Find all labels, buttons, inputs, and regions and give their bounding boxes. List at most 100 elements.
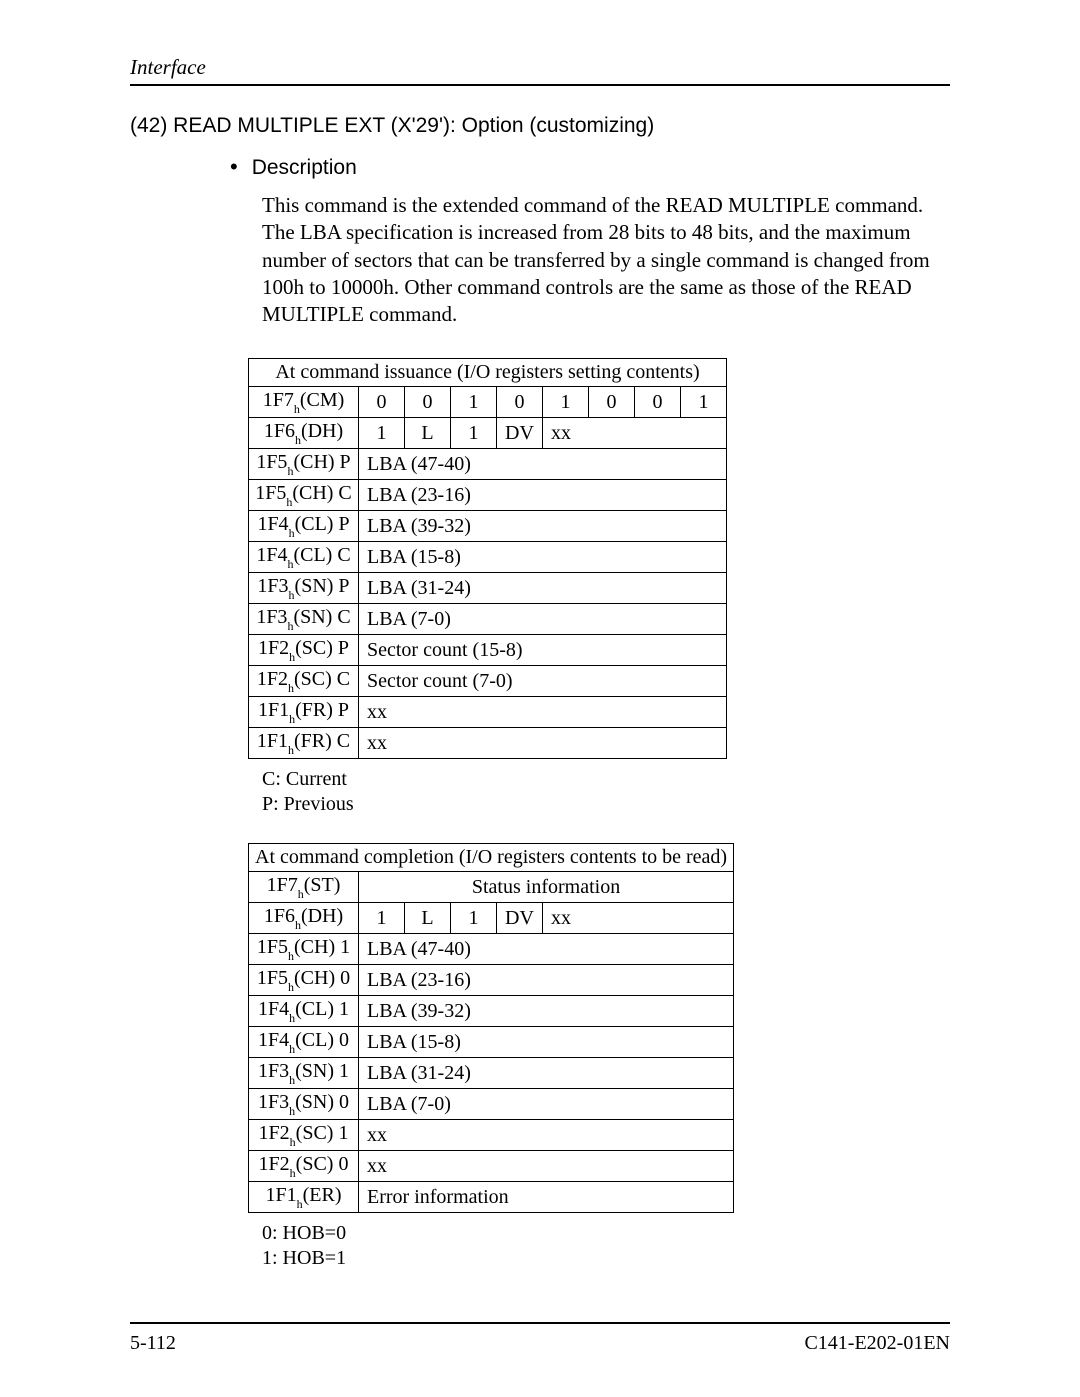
cell: xx xyxy=(359,728,727,759)
cell: LBA (15-8) xyxy=(359,542,727,573)
table-row: 1F6h(DH) 1 L 1 DV xx xyxy=(249,418,727,449)
table-row: 1F7h(CM) 0 0 1 0 1 0 0 1 xyxy=(249,387,727,418)
reg-label: 1F6h(DH) xyxy=(249,903,359,934)
cell: DV xyxy=(497,418,543,449)
bullet-label: Description xyxy=(252,156,357,180)
cell: xx xyxy=(359,1120,734,1151)
table-row: 1F5h(CH) 0LBA (23-16) xyxy=(249,965,734,996)
table-row: 1F5h(CH) PLBA (47-40) xyxy=(249,449,727,480)
reg-label: 1F1h(FR) P xyxy=(249,697,359,728)
cell: L xyxy=(405,903,451,934)
cell: Sector count (7-0) xyxy=(359,666,727,697)
completion-table-wrap: At command completion (I/O registers con… xyxy=(248,843,950,1213)
issuance-table: At command issuance (I/O registers setti… xyxy=(248,358,727,759)
cell: LBA (47-40) xyxy=(359,934,734,965)
cell: xx xyxy=(359,1151,734,1182)
cell: LBA (15-8) xyxy=(359,1027,734,1058)
bit: 1 xyxy=(451,387,497,418)
cell: LBA (23-16) xyxy=(359,480,727,511)
reg-label: 1F5h(CH) 1 xyxy=(249,934,359,965)
completion-note: 0: HOB=0 1: HOB=1 xyxy=(262,1221,950,1271)
table-row: 1F1h(ER)Error information xyxy=(249,1182,734,1213)
table-row: 1F3h(SN) CLBA (7-0) xyxy=(249,604,727,635)
note-line: 1: HOB=1 xyxy=(262,1246,950,1271)
table-row: 1F3h(SN) 0LBA (7-0) xyxy=(249,1089,734,1120)
reg-label: 1F4h(CL) C xyxy=(249,542,359,573)
reg-label: 1F6h(DH) xyxy=(249,418,359,449)
reg-label: 1F2h(SC) 0 xyxy=(249,1151,359,1182)
description-body: This command is the extended command of … xyxy=(262,192,950,328)
table-row: 1F2h(SC) CSector count (7-0) xyxy=(249,666,727,697)
header-title: Interface xyxy=(130,55,206,79)
cell: LBA (47-40) xyxy=(359,449,727,480)
table-row: 1F5h(CH) 1LBA (47-40) xyxy=(249,934,734,965)
table-row: 1F3h(SN) 1LBA (31-24) xyxy=(249,1058,734,1089)
cell: L xyxy=(405,418,451,449)
table-row: 1F4h(CL) PLBA (39-32) xyxy=(249,511,727,542)
completion-table: At command completion (I/O registers con… xyxy=(248,843,734,1213)
cell: Sector count (15-8) xyxy=(359,635,727,666)
table-row: 1F7h(ST) Status information xyxy=(249,872,734,903)
issuance-table-wrap: At command issuance (I/O registers setti… xyxy=(248,358,950,759)
section-heading: (42) READ MULTIPLE EXT (X'29'): Option (… xyxy=(130,114,950,138)
cell: xx xyxy=(543,903,734,934)
cell: LBA (31-24) xyxy=(359,1058,734,1089)
reg-label: 1F4h(CL) P xyxy=(249,511,359,542)
cell: Error information xyxy=(359,1182,734,1213)
reg-label: 1F7h(CM) xyxy=(249,387,359,418)
issuance-title: At command issuance (I/O registers setti… xyxy=(249,359,727,387)
description-bullet: • Description xyxy=(230,156,950,180)
bit: 0 xyxy=(497,387,543,418)
table-row: 1F6h(DH) 1 L 1 DV xx xyxy=(249,903,734,934)
note-line: C: Current xyxy=(262,767,950,792)
table-row: 1F2h(SC) 1xx xyxy=(249,1120,734,1151)
reg-label: 1F2h(SC) 1 xyxy=(249,1120,359,1151)
cell: LBA (31-24) xyxy=(359,573,727,604)
cell: DV xyxy=(497,903,543,934)
table-row: 1F4h(CL) 0LBA (15-8) xyxy=(249,1027,734,1058)
doc-id: C141-E202-01EN xyxy=(804,1332,950,1355)
page-footer: 5-112 C141-E202-01EN xyxy=(130,1322,950,1355)
table-row: 1F3h(SN) PLBA (31-24) xyxy=(249,573,727,604)
cell: LBA (39-32) xyxy=(359,996,734,1027)
issuance-note: C: Current P: Previous xyxy=(262,767,950,817)
reg-label: 1F4h(CL) 0 xyxy=(249,1027,359,1058)
reg-label: 1F1h(FR) C xyxy=(249,728,359,759)
note-line: 0: HOB=0 xyxy=(262,1221,950,1246)
page: Interface (42) READ MULTIPLE EXT (X'29')… xyxy=(0,0,1080,1397)
note-line: P: Previous xyxy=(262,792,950,817)
reg-label: 1F2h(SC) P xyxy=(249,635,359,666)
header-rule xyxy=(130,84,950,86)
reg-label: 1F5h(CH) 0 xyxy=(249,965,359,996)
reg-label: 1F3h(SN) 0 xyxy=(249,1089,359,1120)
table-row: 1F2h(SC) 0xx xyxy=(249,1151,734,1182)
table-row: 1F1h(FR) Cxx xyxy=(249,728,727,759)
page-header: Interface xyxy=(130,55,950,80)
cell: LBA (7-0) xyxy=(359,1089,734,1120)
cell: 1 xyxy=(451,418,497,449)
footer-rule xyxy=(130,1322,950,1324)
cell: Status information xyxy=(359,872,734,903)
reg-label: 1F4h(CL) 1 xyxy=(249,996,359,1027)
reg-label: 1F3h(SN) C xyxy=(249,604,359,635)
table-row: 1F4h(CL) 1LBA (39-32) xyxy=(249,996,734,1027)
page-number: 5-112 xyxy=(130,1332,176,1355)
reg-label: 1F1h(ER) xyxy=(249,1182,359,1213)
table-row: 1F5h(CH) CLBA (23-16) xyxy=(249,480,727,511)
bullet-icon: • xyxy=(230,156,238,178)
table-row: 1F2h(SC) PSector count (15-8) xyxy=(249,635,727,666)
bit: 0 xyxy=(635,387,681,418)
bit: 0 xyxy=(589,387,635,418)
cell: 1 xyxy=(451,903,497,934)
cell: LBA (23-16) xyxy=(359,965,734,996)
reg-label: 1F3h(SN) 1 xyxy=(249,1058,359,1089)
reg-label: 1F3h(SN) P xyxy=(249,573,359,604)
cell: 1 xyxy=(359,418,405,449)
reg-label: 1F5h(CH) P xyxy=(249,449,359,480)
cell: 1 xyxy=(359,903,405,934)
cell: xx xyxy=(359,697,727,728)
cell: xx xyxy=(543,418,727,449)
cell: LBA (7-0) xyxy=(359,604,727,635)
bit: 1 xyxy=(681,387,727,418)
completion-title: At command completion (I/O registers con… xyxy=(249,844,734,872)
